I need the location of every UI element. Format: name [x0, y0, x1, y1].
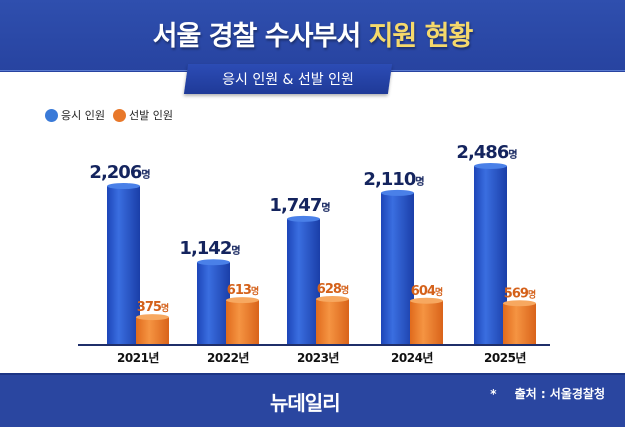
title-main: 서울 경찰 수사부서: [152, 21, 362, 52]
bar-top: [287, 215, 320, 222]
legend: 응시 인원 선발 인원: [45, 107, 181, 123]
x-tick-label: 2024년: [391, 351, 433, 365]
unit-label: 명: [435, 286, 443, 298]
bar-top: [107, 183, 140, 190]
unit-label: 명: [141, 168, 150, 181]
title-highlight: 지원 현황: [368, 21, 474, 52]
data-label: 569명: [504, 286, 536, 301]
legend-swatch-blue: [45, 108, 58, 122]
x-tick-label: 2023년: [297, 351, 339, 365]
unit-label: 명: [251, 285, 259, 297]
source-star: *: [490, 387, 497, 401]
legend-swatch-orange: [112, 108, 126, 122]
data-label: 2,110명: [363, 169, 424, 190]
data-label: 613명: [227, 283, 259, 298]
bar-top: [474, 163, 507, 169]
bar-top: [136, 314, 169, 321]
x-tick-label: 2025년: [484, 351, 526, 365]
bar-top: [316, 296, 349, 303]
data-label: 2,486명: [456, 142, 517, 163]
bar-selected: [410, 300, 443, 344]
source-note: * 출처 : 서울경찰청: [490, 385, 605, 402]
x-tick-label: 2021년: [117, 351, 159, 365]
bar-applicants: [107, 186, 140, 344]
unit-label: 명: [231, 244, 240, 257]
data-label: 628명: [317, 282, 349, 297]
data-label: 2,206명: [89, 162, 150, 183]
bar-applicants: [381, 192, 414, 344]
bar-top: [410, 297, 443, 304]
data-label: 1,142명: [179, 238, 240, 259]
bar-top: [226, 297, 259, 304]
unit-label: 명: [528, 288, 536, 300]
bar-selected: [136, 317, 169, 344]
bar-selected: [316, 299, 349, 344]
page-title: 서울 경찰 수사부서 지원 현황: [0, 14, 625, 53]
legend-item-applicants: 응시 인원: [45, 107, 105, 123]
legend-label: 선발 인원: [128, 109, 173, 122]
source-text: 출처 : 서울경찰청: [514, 387, 605, 401]
unit-label: 명: [161, 302, 169, 314]
bar-top: [381, 189, 414, 196]
footer-band: 뉴데일리 * 출처 : 서울경찰청: [0, 373, 625, 427]
bar-top: [197, 259, 230, 266]
data-label: 604명: [411, 284, 443, 299]
bar-applicants: [197, 262, 230, 344]
x-tick-label: 2022년: [207, 351, 249, 365]
logo: 뉴데일리: [270, 391, 341, 415]
legend-item-selected: 선발 인원: [112, 107, 173, 123]
unit-label: 명: [415, 175, 424, 188]
bar-selected: [503, 303, 536, 344]
data-label: 375명: [137, 300, 169, 315]
unit-label: 명: [341, 284, 349, 296]
bar-applicants: [474, 166, 507, 344]
subtitle: 응시 인원 & 선발 인원: [222, 72, 354, 88]
bar-selected: [226, 300, 259, 344]
bar-applicants: [287, 218, 320, 344]
unit-label: 명: [321, 201, 330, 214]
bar-top: [503, 300, 536, 307]
legend-label: 응시 인원: [61, 109, 105, 122]
unit-label: 명: [508, 148, 517, 161]
data-label: 1,747명: [269, 195, 330, 216]
